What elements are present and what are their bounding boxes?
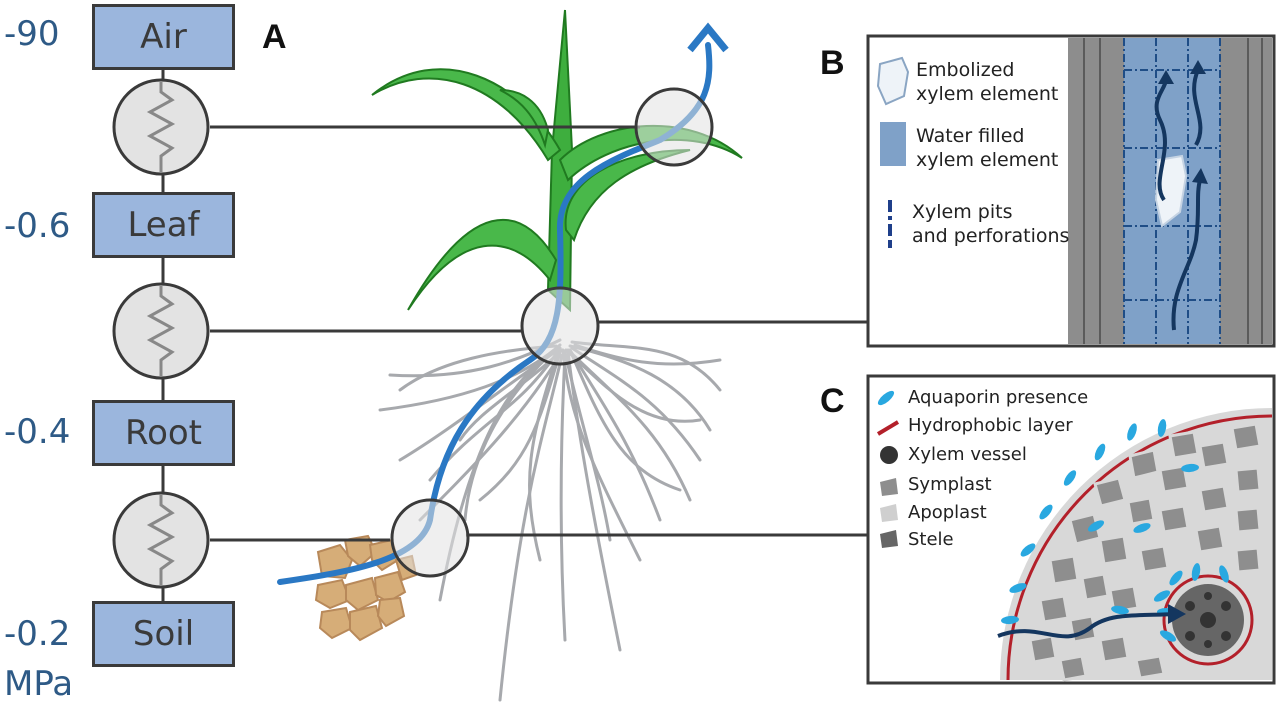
legend-xylem-vessel: Xylem vessel [908,444,1027,465]
panel-c-cross-section [1000,408,1273,682]
embolized-icon [876,56,910,106]
resistor-zigzags [146,82,176,585]
panel-label-a: A [262,18,287,56]
legend-hydrophobic: Hydrophobic layer [908,415,1073,436]
resistor-circles [112,78,210,589]
legend-aquaporin: Aquaporin presence [908,387,1089,408]
magnifier-circles [390,87,714,578]
legend-water-filled: Water filled xylem element [916,124,1058,172]
water-flow-arrowhead [687,22,729,53]
legend-embolized-line1: Embolized [916,59,1015,81]
legend-xylem-pits: Xylem pits and perforations [912,200,1069,248]
compartment-soil: Soil [92,601,235,667]
apoplast-icon [880,504,898,522]
pressure-label-leaf: -0.6 [4,206,71,246]
legend-embolized-line2: xylem element [916,83,1059,105]
legend-pits-line1: Xylem pits [912,201,1013,223]
pressure-unit: MPa [4,664,74,704]
compartment-air: Air [92,4,235,70]
xylem-vessel-icon [880,446,898,464]
panel-label-b: B [820,44,845,82]
embolism-bubble [1154,154,1188,228]
panel-label-c: C [820,382,845,420]
legend-stele: Stele [908,529,954,550]
legend-symplast: Symplast [908,474,992,495]
pressure-label-soil: -0.2 [4,614,71,654]
compartment-root: Root [92,400,235,466]
panel-b-tissue [1068,38,1272,344]
legend-water-line2: xylem element [916,149,1059,171]
legend-apoplast: Apoplast [908,502,987,523]
legend-water-line1: Water filled [916,125,1025,147]
panel-c-flow-arrow [997,612,1177,639]
aquaporin-icon [877,390,895,406]
water-filled-icon [880,122,906,166]
stele-icon [880,530,898,548]
legend-pits-line2: and perforations [912,225,1070,247]
compartment-leaf: Leaf [92,192,235,258]
pressure-label-root: -0.4 [4,412,71,452]
pressure-label-air: -90 [4,14,60,54]
hydrophobic-icon [876,420,900,436]
soil-particles [314,534,418,642]
symplast-icon [880,478,898,496]
legend-embolized: Embolized xylem element [916,58,1058,106]
